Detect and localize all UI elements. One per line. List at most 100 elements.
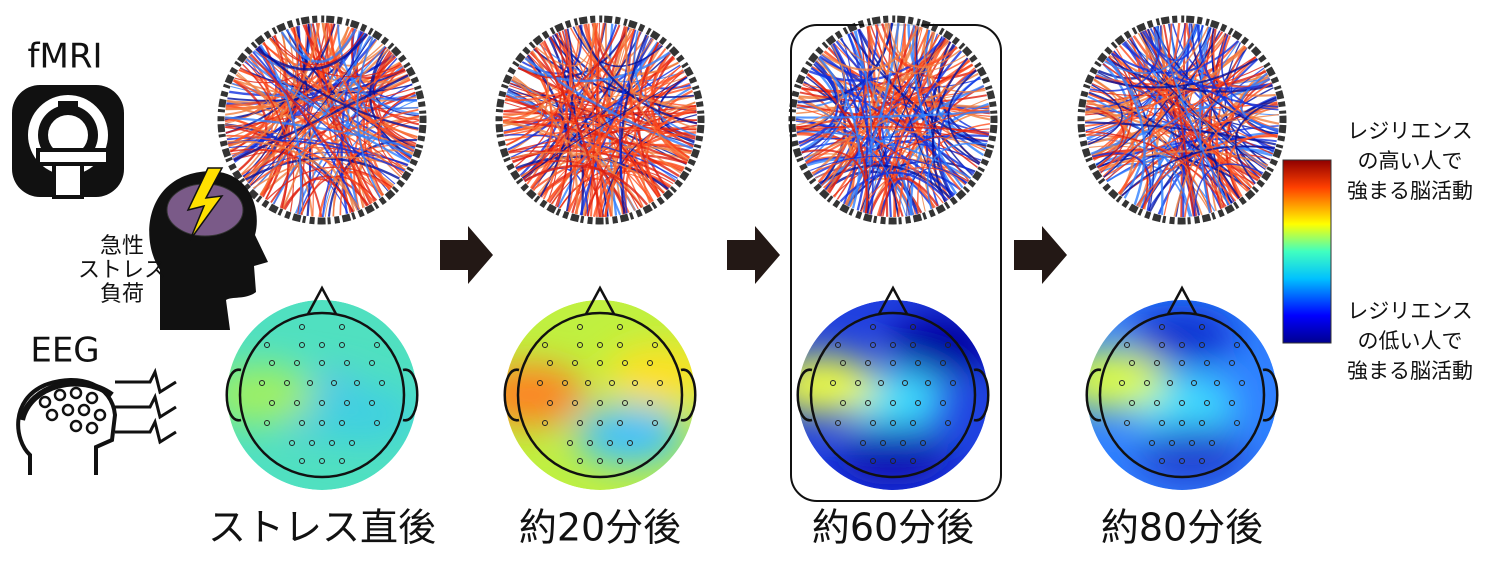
- connection: [802, 84, 980, 165]
- connection: [839, 171, 949, 203]
- connection: [234, 23, 335, 84]
- connection: [646, 106, 697, 198]
- electrode: [597, 458, 603, 464]
- nose: [1166, 285, 1198, 315]
- head-outline: [516, 311, 684, 479]
- connection: [860, 98, 988, 212]
- ear: [1262, 368, 1279, 422]
- electrode: [890, 360, 896, 366]
- connection: [378, 66, 417, 145]
- electrode: [915, 400, 921, 406]
- electrode: [344, 400, 350, 406]
- electrode: [1154, 400, 1160, 406]
- electrode: [915, 360, 921, 366]
- connection: [796, 126, 990, 133]
- electrode: [1149, 440, 1155, 446]
- electrode: [597, 400, 603, 406]
- electrode: [920, 440, 926, 446]
- connection: [1239, 72, 1279, 131]
- connection: [820, 34, 940, 187]
- electrode: [1159, 420, 1165, 426]
- electrode: [597, 420, 603, 426]
- connection: [225, 126, 323, 218]
- topomap-blob: [307, 385, 417, 445]
- electrode: [1229, 400, 1235, 406]
- connection: [549, 36, 660, 198]
- connection: [1113, 50, 1230, 206]
- connection: [1085, 33, 1229, 136]
- topomap-blob: [505, 365, 585, 425]
- connection: [546, 69, 684, 203]
- fmri-label: fMRI: [28, 37, 103, 77]
- eeg-label: EEG: [30, 331, 99, 371]
- connectome-panel: [1077, 15, 1287, 225]
- electrode: [622, 400, 628, 406]
- electrode: [577, 420, 583, 426]
- connection: [225, 124, 385, 196]
- connection: [915, 26, 974, 176]
- connection: [1105, 56, 1256, 181]
- colorbar-high-label: 強まる脳活動: [1347, 179, 1473, 203]
- connection: [543, 40, 570, 208]
- connection: [878, 171, 962, 217]
- connection: [377, 91, 416, 176]
- connection: [799, 61, 839, 147]
- connection: [268, 38, 418, 138]
- electrode: [1234, 420, 1240, 426]
- electrode: [294, 400, 300, 406]
- connection: [1087, 83, 1123, 146]
- connection: [311, 23, 376, 202]
- electrode: [344, 360, 350, 366]
- electrode: [567, 440, 573, 446]
- connection: [249, 53, 368, 207]
- connection: [327, 23, 415, 152]
- connection: [938, 76, 981, 197]
- connection: [539, 165, 672, 197]
- connection: [1085, 130, 1227, 207]
- electrode: [617, 458, 623, 464]
- connection: [505, 28, 636, 102]
- electrode: [299, 420, 305, 426]
- electrode: [587, 440, 593, 446]
- electrode: [870, 324, 876, 330]
- electrode: [339, 420, 345, 426]
- connection: [619, 34, 648, 215]
- connection: [1193, 163, 1264, 217]
- electrode: [329, 440, 335, 446]
- connection: [796, 130, 972, 180]
- connection: [520, 145, 692, 178]
- mri-icon: [12, 85, 124, 199]
- electrode: [309, 440, 315, 446]
- connection: [1234, 98, 1278, 185]
- electrode: [617, 342, 623, 348]
- electrode: [945, 420, 951, 426]
- electrode: [835, 342, 841, 348]
- electrode: [585, 380, 591, 386]
- connection: [339, 115, 420, 216]
- electrode: [1199, 324, 1205, 330]
- connectome-panel: [495, 15, 705, 225]
- electrode: [1129, 400, 1135, 406]
- electrode: [284, 380, 290, 386]
- electrode: [269, 360, 275, 366]
- connection: [226, 134, 375, 203]
- ear: [680, 368, 697, 422]
- connection: [517, 30, 568, 79]
- electrode: [652, 420, 658, 426]
- electrode: [890, 342, 896, 348]
- connection: [578, 24, 698, 125]
- ear: [402, 368, 419, 422]
- connection: [269, 32, 365, 66]
- connection: [849, 32, 987, 149]
- connection: [519, 51, 671, 83]
- connection: [524, 57, 694, 150]
- electrode: [940, 400, 946, 406]
- electrode: [299, 324, 305, 330]
- connection: [510, 151, 666, 193]
- eeg-topomap: [227, 300, 417, 490]
- connection: [817, 26, 870, 183]
- connection: [823, 23, 887, 190]
- electrode: [835, 420, 841, 426]
- connection: [1126, 39, 1250, 191]
- electrode: [617, 420, 623, 426]
